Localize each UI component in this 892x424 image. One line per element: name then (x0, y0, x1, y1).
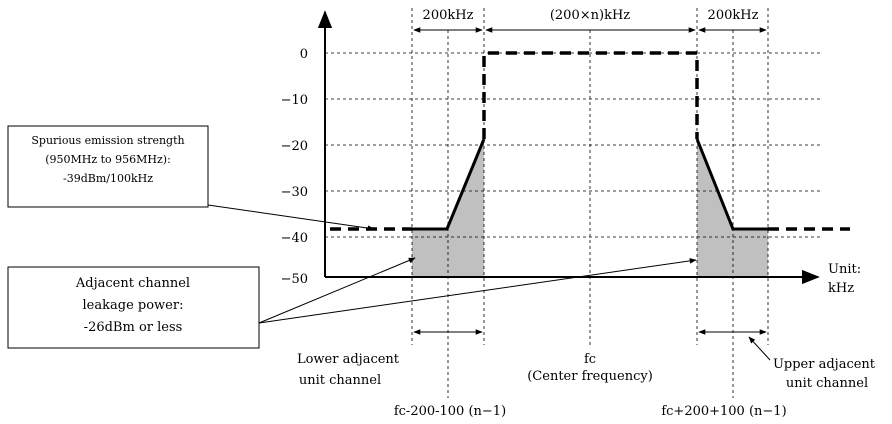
leakage-pointer-lower (258, 257, 416, 324)
top-span-left-label: 200kHz (423, 8, 474, 23)
center-label-line2: (Center frequency) (527, 369, 653, 384)
y-tick-minus30: −30 (281, 185, 308, 200)
upper-adjacent-mask (695, 138, 768, 231)
y-tick-0: 0 (300, 47, 308, 62)
y-tick-minus40: −40 (281, 231, 308, 246)
lower-channel-label-line1: Lower adjacent (297, 352, 400, 367)
upper-channel-pointer (748, 336, 771, 361)
leakage-box-line1: Adjacent channel (75, 276, 190, 291)
grid-horizontal (325, 52, 820, 238)
spurious-pointer (207, 204, 375, 231)
y-tick-minus10: −10 (281, 93, 308, 108)
leakage-box-line3: -26dBm or less (84, 320, 183, 335)
spurious-box-line2: (950MHz to 956MHz): (45, 153, 171, 166)
leakage-pointer-upper (258, 258, 697, 324)
y-tick-minus50: −50 (281, 272, 308, 287)
y-tick-minus20: −20 (281, 139, 308, 154)
upper-channel-label-line1: Upper adjacent (773, 357, 876, 372)
spurious-box-line1: Spurious emission strength (31, 134, 184, 147)
lower-formula: fc-200-100 (n−1) (394, 404, 506, 419)
y-tick-labels: 0 −10 −20 −30 −40 −50 (281, 47, 308, 287)
spurious-box-line3: -39dBm/100kHz (63, 172, 153, 185)
top-span-right-label: 200kHz (708, 8, 759, 23)
leakage-box (7, 266, 260, 349)
unit-label-line2: kHz (828, 281, 854, 296)
top-span-center-label: (200×n)kHz (550, 8, 630, 23)
inband-mask (482, 51, 699, 139)
spurious-box (7, 125, 209, 208)
unit-label-line1: Unit: (828, 262, 861, 277)
leakage-box-line2: leakage power: (83, 298, 184, 313)
lower-adjacent-shade (412, 139, 484, 277)
upper-adjacent-shade (697, 139, 768, 277)
upper-channel-label-line2: unit channel (786, 376, 868, 391)
center-label-line1: fc (584, 352, 596, 367)
lower-channel-label-line2: unit channel (299, 373, 381, 388)
lower-adjacent-mask (412, 138, 486, 231)
upper-formula: fc+200+100 (n−1) (661, 404, 786, 419)
